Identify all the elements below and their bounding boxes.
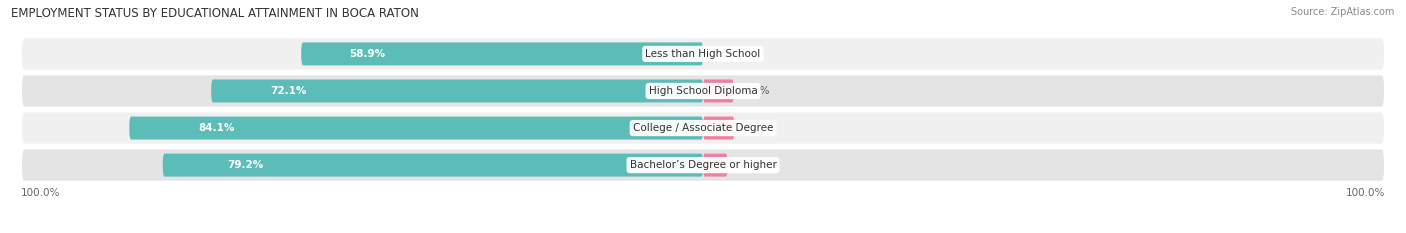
FancyBboxPatch shape — [21, 37, 1385, 71]
Text: High School Diploma: High School Diploma — [648, 86, 758, 96]
Text: 4.6%: 4.6% — [745, 123, 770, 133]
FancyBboxPatch shape — [703, 154, 727, 177]
FancyBboxPatch shape — [703, 79, 734, 103]
FancyBboxPatch shape — [211, 79, 703, 103]
Text: EMPLOYMENT STATUS BY EDUCATIONAL ATTAINMENT IN BOCA RATON: EMPLOYMENT STATUS BY EDUCATIONAL ATTAINM… — [11, 7, 419, 20]
Text: 79.2%: 79.2% — [228, 160, 264, 170]
Text: Less than High School: Less than High School — [645, 49, 761, 59]
FancyBboxPatch shape — [163, 154, 703, 177]
FancyBboxPatch shape — [301, 42, 703, 65]
FancyBboxPatch shape — [129, 116, 703, 140]
Text: 72.1%: 72.1% — [270, 86, 307, 96]
Text: 58.9%: 58.9% — [350, 49, 385, 59]
FancyBboxPatch shape — [21, 74, 1385, 108]
FancyBboxPatch shape — [21, 148, 1385, 182]
Text: College / Associate Degree: College / Associate Degree — [633, 123, 773, 133]
Text: 0.0%: 0.0% — [713, 49, 740, 59]
Text: Source: ZipAtlas.com: Source: ZipAtlas.com — [1291, 7, 1395, 17]
Text: 4.5%: 4.5% — [744, 86, 770, 96]
Text: 100.0%: 100.0% — [1346, 188, 1385, 198]
FancyBboxPatch shape — [21, 111, 1385, 145]
Text: 84.1%: 84.1% — [198, 123, 235, 133]
Text: 100.0%: 100.0% — [21, 188, 60, 198]
Text: Bachelor’s Degree or higher: Bachelor’s Degree or higher — [630, 160, 776, 170]
Text: 3.6%: 3.6% — [738, 160, 765, 170]
FancyBboxPatch shape — [703, 116, 734, 140]
